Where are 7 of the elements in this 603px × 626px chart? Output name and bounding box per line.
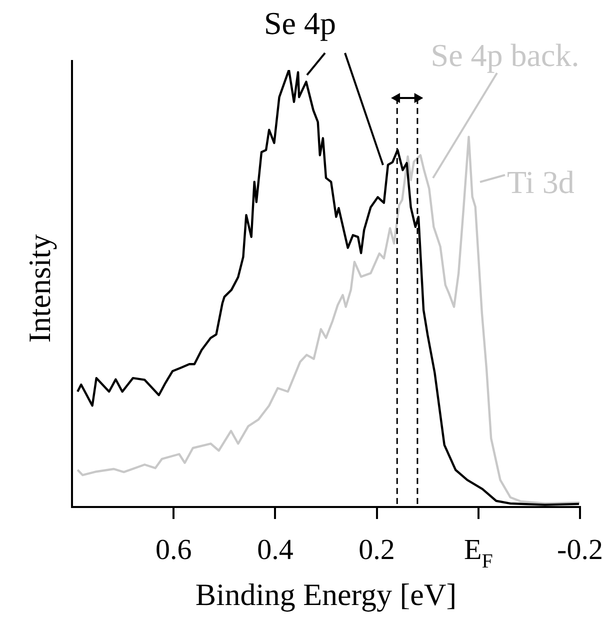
x-tick-label: -0.2: [557, 534, 603, 566]
x-tick-label: 0.2: [358, 534, 395, 566]
x-tick-label: 0.4: [257, 534, 294, 566]
text: Se 4p: [264, 5, 336, 41]
x-tick-label: 0.6: [155, 534, 192, 566]
y-axis-title: Intensity: [22, 234, 57, 343]
x-axis-title: Binding Energy [eV]: [195, 577, 457, 612]
